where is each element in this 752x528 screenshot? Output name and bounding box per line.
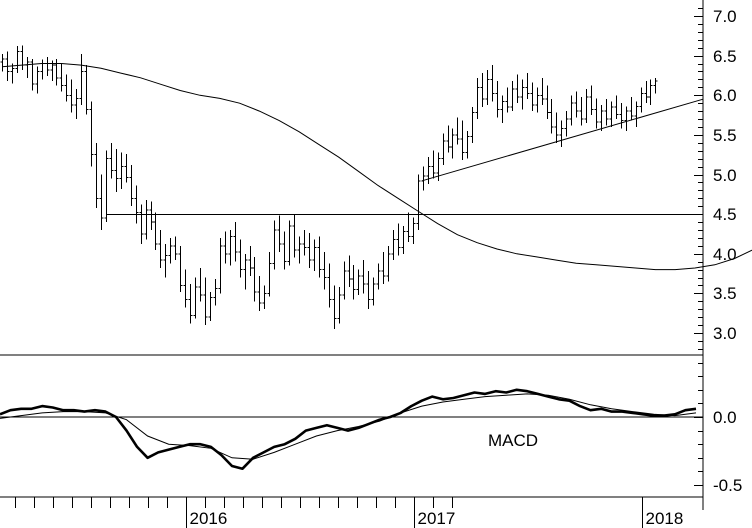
x-axis-year-label: 2016 [189,509,228,528]
macd-y-tick-label: 0.0 [713,407,737,427]
x-axis-year-label: 2017 [417,509,456,528]
price-y-tick-label: 5.5 [713,125,737,145]
x-axis-year-separators [185,497,644,528]
price-y-tick-label: 7.0 [713,6,737,26]
price-y-tick-label: 4.5 [713,204,737,224]
price-y-tick-label: 3.5 [713,283,737,303]
macd-panel-label: MACD [488,431,539,450]
price-y-tick-label: 5.0 [713,165,737,185]
price-y-tick-label: 4.0 [713,244,737,264]
price-y-tick-label: 6.5 [713,46,737,66]
x-axis-ticks [14,497,454,508]
rising-trendline [421,98,704,182]
macd-panel [0,388,703,498]
ohlc-bar-series [0,45,658,329]
price-panel [0,45,752,356]
x-axis-year-label: 2018 [645,509,684,528]
price-y-tick-label: 6.0 [713,85,737,105]
price-y-tick-label: 3.0 [713,323,737,343]
y-axis-ticks [694,7,703,487]
moving-average-line [1,63,752,271]
bottom-axis [14,497,644,528]
macd-signal-line [0,393,697,460]
right-axis [694,0,704,510]
macd-y-tick-label: -0.5 [713,475,743,495]
macd-main-line [0,388,697,470]
